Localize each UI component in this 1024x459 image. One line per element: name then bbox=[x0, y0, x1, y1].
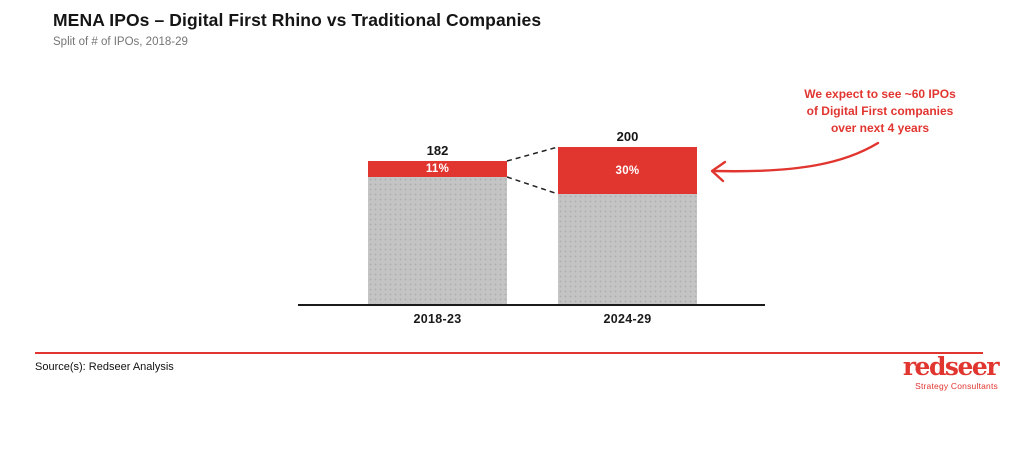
annotation-line: of Digital First companies bbox=[806, 104, 954, 118]
bar-2018-23: 182 11% bbox=[368, 143, 507, 304]
annotation-line: over next 4 years bbox=[830, 121, 930, 135]
source-note: Source(s): Redseer Analysis bbox=[35, 361, 174, 373]
segment-traditional bbox=[558, 194, 697, 304]
connector-line-bottom bbox=[506, 176, 559, 195]
category-label-2024-29: 2024-29 bbox=[603, 312, 652, 326]
percent-label: 11% bbox=[425, 163, 450, 175]
total-label: 200 bbox=[616, 129, 639, 144]
percent-label: 30% bbox=[615, 164, 640, 177]
segment-digital-first: 30% bbox=[558, 147, 697, 194]
total-label: 182 bbox=[426, 143, 449, 158]
baseline-axis bbox=[298, 304, 765, 306]
category-label-2018-23: 2018-23 bbox=[413, 312, 462, 326]
annotation-arrow bbox=[712, 141, 880, 173]
page-title: MENA IPOs – Digital First Rhino vs Tradi… bbox=[53, 10, 542, 30]
footer-divider bbox=[35, 352, 983, 354]
segment-digital-first: 11% bbox=[368, 161, 507, 177]
annotation-arrowhead-icon bbox=[710, 160, 727, 183]
bar-2024-29: 200 30% bbox=[558, 129, 697, 304]
segment-traditional bbox=[368, 177, 507, 304]
logo-wordmark: redseer bbox=[902, 352, 1000, 381]
annotation-line: We expect to see ~60 IPOs bbox=[804, 87, 956, 101]
connector-line-top bbox=[506, 146, 559, 162]
annotation-text: We expect to see ~60 IPOs of Digital Fir… bbox=[790, 86, 970, 137]
redseer-logo: redseer Strategy Consultants bbox=[902, 352, 1000, 392]
page-subtitle: Split of # of IPOs, 2018-29 bbox=[53, 36, 188, 48]
logo-tagline: Strategy Consultants bbox=[915, 381, 998, 391]
